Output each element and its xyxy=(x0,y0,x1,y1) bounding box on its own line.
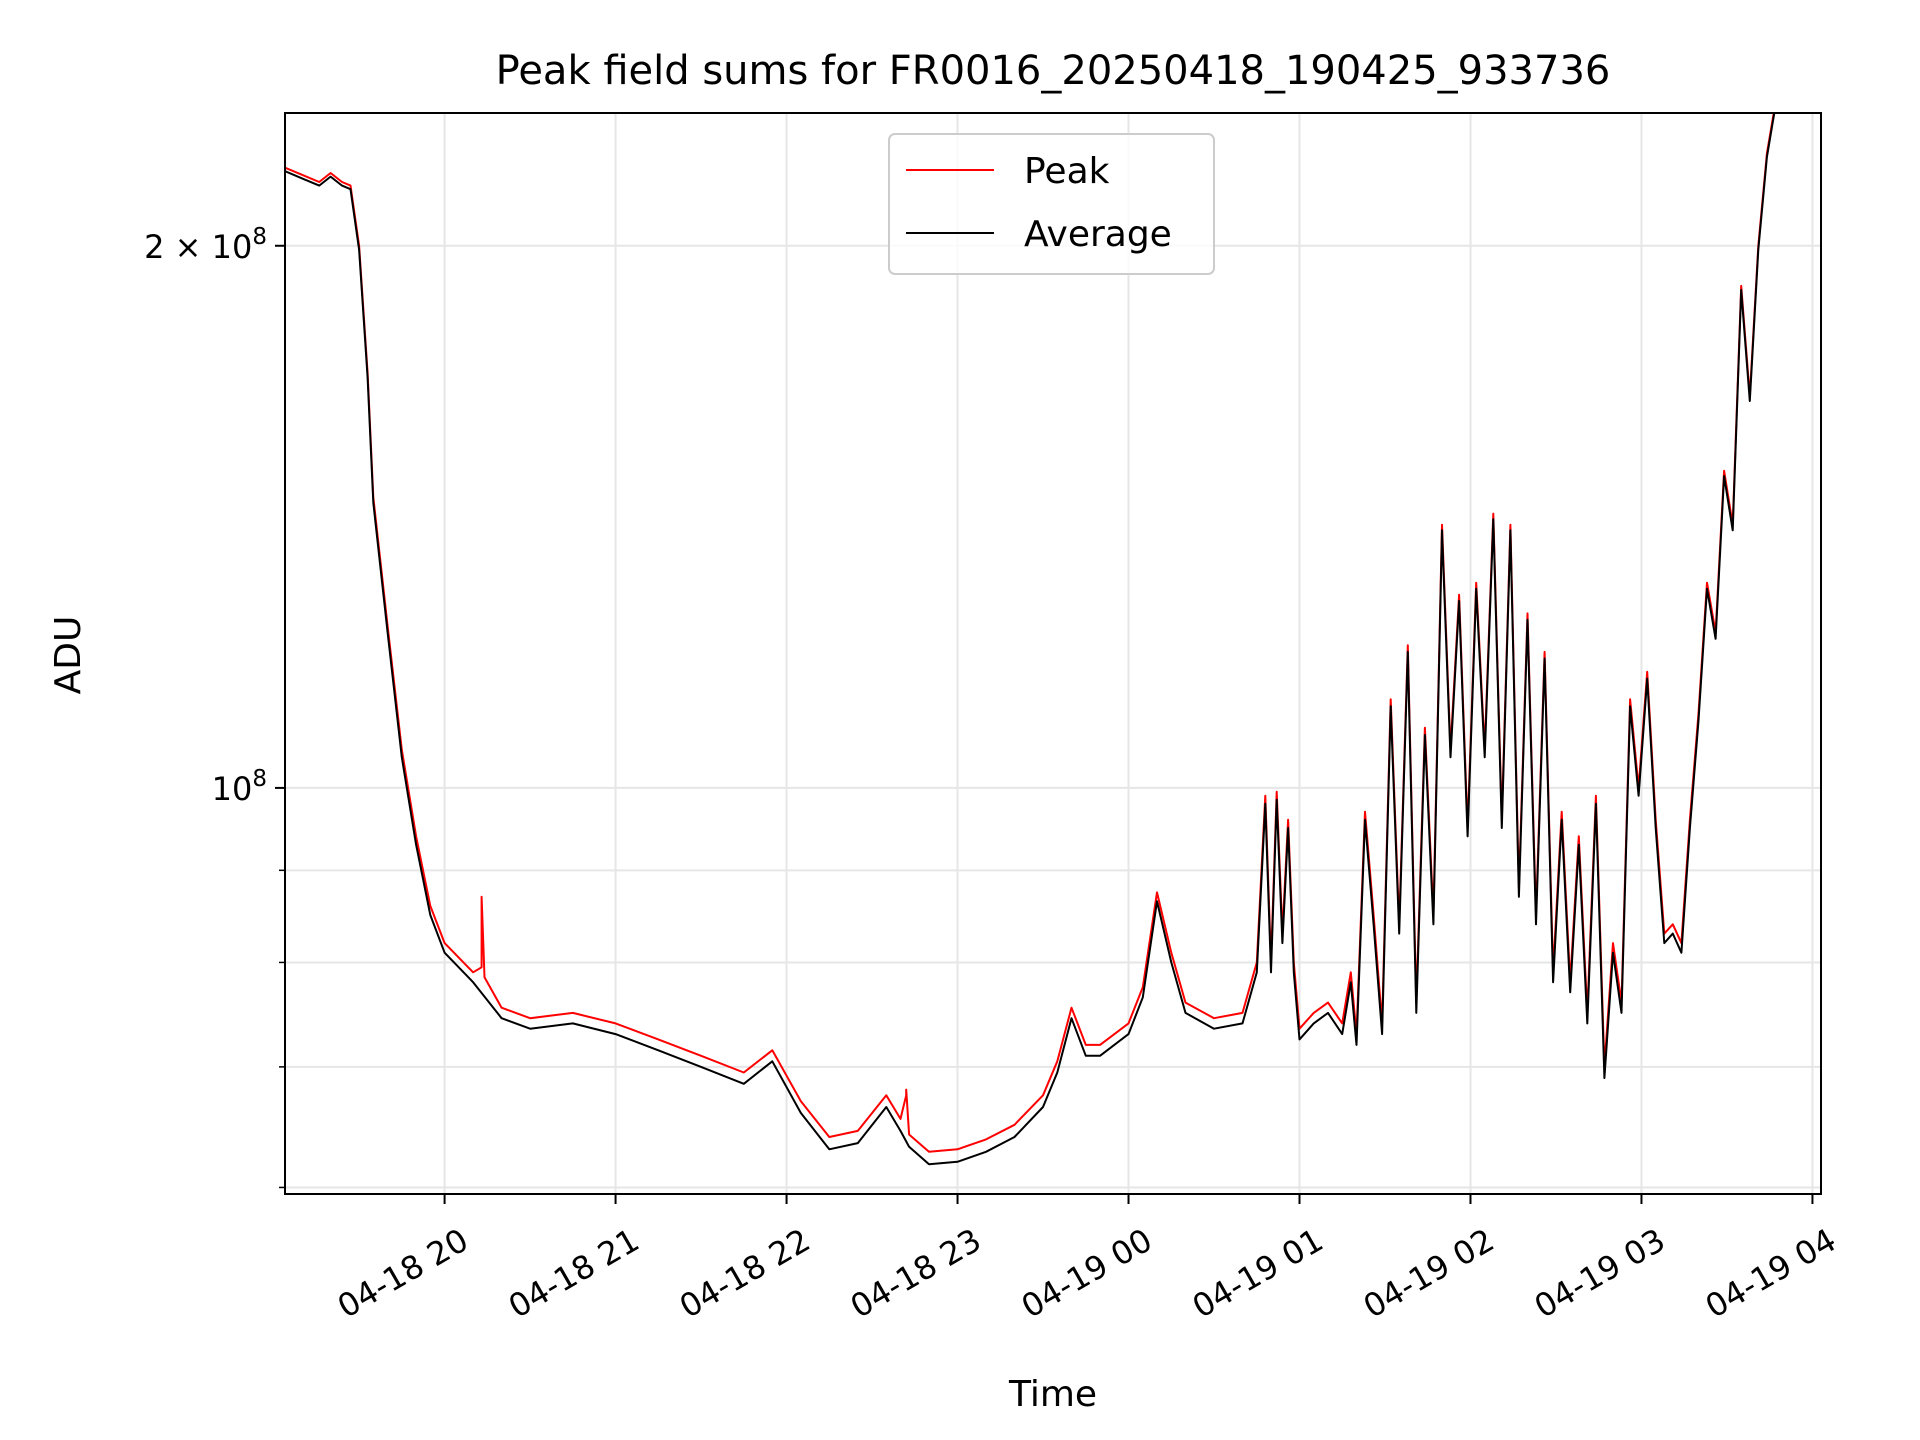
legend: Peak Average xyxy=(888,133,1215,275)
x-axis-label: Time xyxy=(1008,1374,1097,1415)
y-tick-label: 108 xyxy=(212,766,267,808)
chart-title: Peak field sums for FR0016_20250418_1904… xyxy=(496,48,1611,94)
series-line-average xyxy=(285,113,1776,1166)
legend-label-peak: Peak xyxy=(1024,151,1110,192)
series-layer xyxy=(285,113,1776,1166)
y-tick-label: 2 × 108 xyxy=(144,224,267,266)
legend-label-average: Average xyxy=(1024,214,1172,255)
plot-frame xyxy=(284,112,1822,1195)
y-axis-label: ADU xyxy=(48,616,89,695)
